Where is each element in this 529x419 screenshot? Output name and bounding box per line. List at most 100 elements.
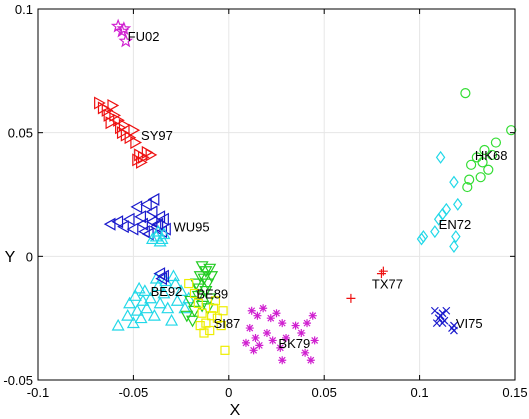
point-be92	[170, 294, 184, 306]
x-tick-label: -0.1	[27, 385, 49, 400]
point-hk68	[475, 172, 486, 183]
point-bk79	[276, 343, 285, 352]
point-cluster-3	[155, 232, 169, 245]
point-hk68	[464, 174, 475, 185]
point-bk79	[282, 333, 291, 342]
point-sy97	[130, 136, 143, 150]
point-vi75	[432, 319, 441, 328]
point-be92	[136, 294, 150, 306]
point-be89	[201, 278, 215, 291]
point-be89	[186, 315, 200, 328]
point-en72	[430, 225, 440, 239]
point-sy97	[136, 155, 148, 169]
point-bk79	[241, 338, 250, 347]
point-si87	[220, 345, 230, 355]
grid-lines	[38, 9, 515, 380]
plot-frame	[37, 8, 516, 381]
cluster-label-sy97: SY97	[141, 128, 173, 143]
point-bk79	[301, 348, 310, 357]
point-vi75	[436, 311, 445, 320]
point-sy97	[109, 108, 122, 122]
x-tick-label: -0.05	[119, 385, 149, 400]
point-si87	[205, 325, 215, 336]
point-sy97	[107, 98, 120, 112]
x-tick-label: 0.15	[502, 385, 527, 400]
point-wu95	[134, 210, 147, 224]
cluster-label-bk79: BK79	[278, 336, 310, 351]
data-points	[94, 18, 517, 365]
point-be92	[174, 284, 188, 296]
point-bk79	[272, 309, 281, 318]
point-be92	[165, 313, 179, 326]
x-tick-label: 0.1	[411, 385, 429, 400]
point-wu95	[147, 192, 160, 206]
point-hk68	[460, 87, 471, 99]
point-be89	[205, 271, 219, 283]
point-si87	[184, 278, 194, 289]
point-bk79	[249, 346, 258, 355]
point-be92	[157, 286, 171, 299]
point-wu95	[136, 217, 148, 231]
cluster-labels: FU02 SY97 WU95 BE92 BE89 SI87 BK79 TX77 VI75 HK68…	[128, 29, 508, 351]
point-be89	[189, 278, 203, 291]
point-hk68	[487, 149, 498, 161]
point-wu95	[117, 220, 129, 234]
point-bk79	[259, 304, 268, 313]
point-hk68	[506, 125, 517, 136]
point-be92	[130, 304, 144, 316]
point-bk79	[297, 329, 306, 338]
point-bk79	[251, 333, 260, 342]
point-bk79	[268, 336, 277, 345]
point-si87	[218, 306, 228, 316]
point-bk79	[303, 319, 312, 328]
point-sy97	[145, 148, 158, 162]
point-sy97	[118, 118, 131, 132]
point-bk79	[306, 356, 315, 365]
point-wu95	[130, 200, 143, 214]
cluster-label-si87: SI87	[214, 316, 241, 331]
y-tick-label: 0.1	[15, 2, 33, 17]
point-be92	[128, 289, 142, 301]
point-cluster-3	[145, 232, 159, 245]
point-bk79	[291, 321, 300, 330]
point-vi75	[440, 316, 449, 325]
point-wu95	[157, 212, 169, 226]
point-be92	[132, 281, 146, 294]
point-bk79	[247, 306, 256, 315]
point-sy97	[103, 108, 116, 122]
point-sy97	[113, 113, 125, 127]
point-be92	[161, 301, 175, 314]
point-be92	[121, 308, 135, 321]
point-be89	[203, 293, 217, 306]
cluster-label-hk68: HK68	[475, 148, 508, 163]
point-en72	[435, 150, 446, 164]
point-be89	[203, 263, 217, 276]
point-bk79	[253, 311, 262, 320]
point-wu95	[111, 215, 124, 229]
cluster-label-be92: BE92	[151, 284, 183, 299]
point-cluster-3	[157, 227, 171, 240]
point-be92	[140, 301, 154, 314]
point-hk68	[477, 157, 488, 168]
point-en72	[451, 230, 461, 244]
point-cluster-5	[157, 269, 169, 283]
point-sy97	[128, 123, 141, 137]
point-be92	[123, 296, 137, 309]
y-tick-label: -0.05	[3, 373, 33, 388]
cluster-label-wu95: WU95	[173, 220, 209, 235]
point-fu02	[118, 33, 134, 48]
point-en72	[449, 239, 459, 253]
point-bk79	[266, 314, 275, 323]
point-bk79	[310, 336, 319, 345]
point-wu95	[140, 197, 152, 211]
point-fu02	[114, 23, 130, 38]
point-wu95	[138, 225, 150, 239]
point-en72	[453, 197, 463, 211]
point-bk79	[308, 311, 317, 320]
cluster-label-en72: EN72	[439, 217, 472, 232]
point-be92	[138, 284, 152, 296]
point-cluster-5	[155, 272, 168, 286]
point-bk79	[262, 329, 271, 338]
y-tick-label: 0	[26, 249, 33, 264]
